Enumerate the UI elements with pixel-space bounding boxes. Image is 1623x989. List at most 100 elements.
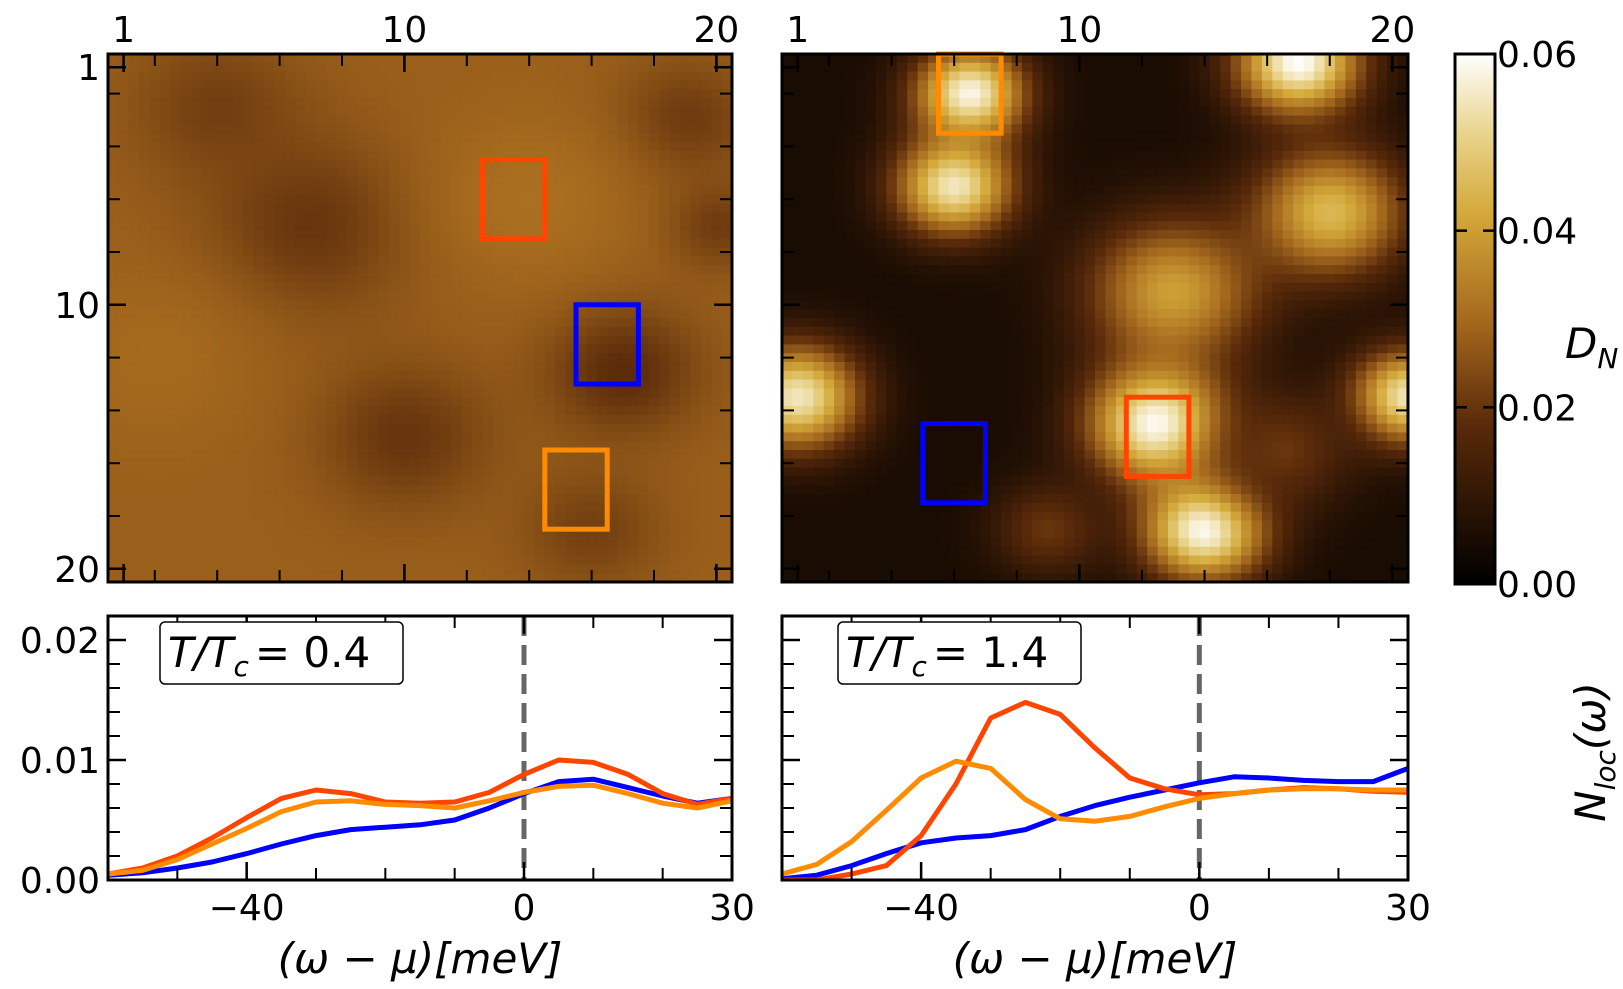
heatmap-left-cell: [368, 115, 380, 126]
heatmap-right-cell: [1272, 80, 1284, 90]
heatmap-left-cell: [503, 221, 515, 231]
heatmap-right-cell: [1001, 106, 1013, 117]
heatmap-left-cell: [139, 309, 151, 319]
heatmap-left-cell: [108, 168, 120, 178]
heatmap-right-cell: [1376, 230, 1388, 240]
heatmap-left-cell: [596, 203, 608, 214]
heatmap-right-cell: [896, 177, 908, 187]
heatmap-right-cell: [907, 80, 919, 90]
heatmap-right-cell: [896, 247, 908, 258]
heatmap-left-cell: [232, 414, 244, 425]
heatmap-right-cell: [1147, 62, 1159, 73]
heatmap-left-cell: [451, 133, 463, 143]
heatmap-left-cell: [295, 194, 307, 205]
heatmap-left-cell: [264, 124, 276, 134]
heatmap-left-cell: [180, 362, 192, 372]
heatmap-right-cell: [823, 150, 835, 161]
heatmap-left-cell: [222, 212, 234, 222]
heatmap-left-cell: [513, 256, 525, 266]
heatmap-right-cell: [990, 124, 1002, 134]
heatmap-right-cell: [792, 89, 804, 99]
heatmap-left-cell: [118, 318, 130, 328]
heatmap-right-cell: [834, 98, 846, 108]
heatmap-left-cell: [440, 538, 452, 548]
heatmap-left-cell: [305, 555, 317, 566]
heatmap-left-cell: [648, 194, 660, 205]
heatmap-left-cell: [368, 432, 380, 442]
heatmap-left-cell: [274, 230, 286, 240]
heatmap-left-cell: [274, 362, 286, 372]
heatmap-left-cell: [191, 414, 203, 425]
heatmap-left-cell: [503, 362, 515, 372]
heatmap-right-cell: [1105, 230, 1117, 240]
heatmap-right-cell: [1032, 212, 1044, 222]
heatmap-left-cell: [534, 353, 546, 363]
heatmap-right-cell: [1063, 115, 1075, 126]
heatmap-left-cell: [118, 467, 130, 478]
heatmap-right-cell: [1251, 71, 1263, 82]
heatmap-left-cell: [721, 124, 732, 134]
heatmap-left-cell: [544, 194, 556, 205]
heatmap-left-cell: [492, 230, 504, 240]
heatmap-left-cell: [680, 309, 692, 319]
heatmap-left-cell: [128, 54, 140, 64]
heatmap-left-cell: [170, 406, 182, 416]
heatmap-right-cell: [1105, 203, 1117, 214]
heatmap-left-cell: [492, 555, 504, 566]
heatmap-left-cell: [316, 124, 328, 134]
heatmap-left-cell: [555, 423, 567, 434]
heatmap-right-cell: [802, 133, 814, 143]
heatmap-left-cell: [357, 344, 369, 354]
heatmap-left-cell: [139, 159, 151, 170]
heatmap-left-cell: [274, 238, 286, 249]
heatmap-right-cell: [834, 62, 846, 73]
heatmap-left-cell: [409, 133, 421, 143]
heatmap-left-cell: [555, 247, 567, 258]
heatmap-left-cell: [680, 423, 692, 434]
heatmap-left-cell: [544, 450, 556, 460]
heatmap-left-cell: [326, 247, 338, 258]
heatmap-left-cell: [711, 203, 723, 214]
heatmap-left-cell: [472, 423, 484, 434]
heatmap-left-cell: [680, 265, 692, 275]
heatmap-left-cell: [149, 344, 161, 354]
heatmap-left-cell: [555, 494, 567, 504]
heatmap-left-cell: [638, 194, 650, 205]
heatmap-right-cell: [855, 71, 867, 82]
heatmap-right-cell: [1115, 203, 1127, 214]
heatmap-right-cell: [1105, 238, 1117, 249]
heatmap-left-cell: [638, 441, 650, 451]
heatmap-right-cell: [1241, 71, 1253, 82]
heatmap-right-cell: [1063, 133, 1075, 143]
heatmap-left-cell: [513, 564, 525, 574]
heatmap-left-cell: [544, 106, 556, 117]
heatmap-left-cell: [711, 494, 723, 504]
heatmap-right-cell: [1355, 238, 1367, 249]
heatmap-left-cell: [284, 441, 296, 451]
heatmap-right-cell: [1011, 80, 1023, 90]
heatmap-right-cell: [886, 71, 898, 82]
heatmap-left-cell: [108, 494, 120, 504]
heatmap-left-cell: [721, 529, 732, 539]
heatmap-left-cell: [326, 238, 338, 249]
heatmap-left-cell: [711, 344, 723, 354]
heatmap-left-cell: [576, 291, 588, 302]
heatmap-left-cell: [607, 115, 619, 126]
heatmap-left-cell: [617, 529, 629, 539]
heatmap-left-cell: [253, 362, 265, 372]
heatmap-right-cell: [1251, 212, 1263, 222]
heatmap-left-cell: [711, 221, 723, 231]
heatmap-right-cell: [1366, 115, 1378, 126]
heatmap-left-cell: [170, 335, 182, 346]
heatmap-right-cell: [1209, 89, 1221, 99]
heatmap-right-cell: [1115, 54, 1127, 64]
heatmap-left-cell: [659, 494, 671, 504]
heatmap-left-cell: [503, 406, 515, 416]
heatmap-left-cell: [170, 265, 182, 275]
heatmap-left-cell: [191, 256, 203, 266]
heatmap-right-cell: [917, 203, 929, 214]
heatmap-right-cell: [896, 150, 908, 161]
heatmap-left-cell: [565, 538, 577, 548]
heatmap-right-cell: [844, 54, 856, 64]
heatmap-left-cell: [451, 203, 463, 214]
